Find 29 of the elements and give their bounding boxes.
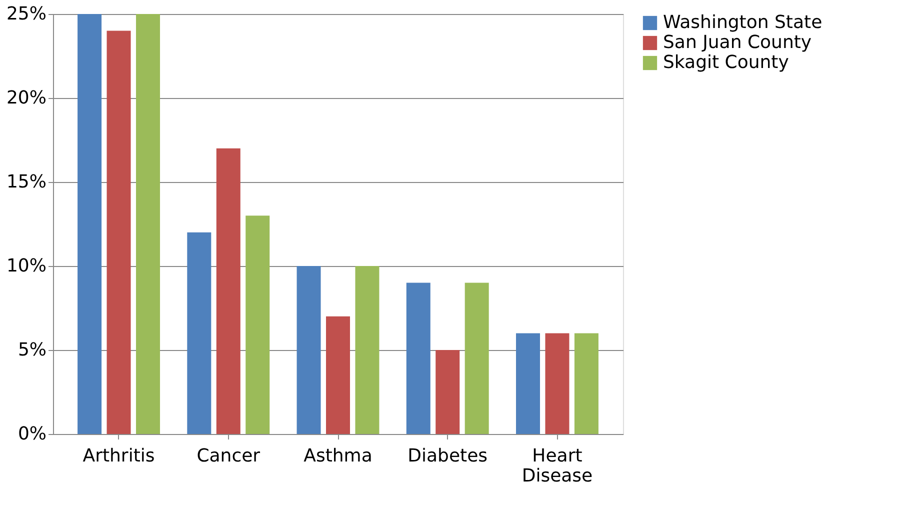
legend-label: San Juan County xyxy=(663,32,812,53)
bar xyxy=(406,282,430,434)
bar xyxy=(545,333,570,434)
x-tick-label: Asthma xyxy=(304,446,372,466)
bar xyxy=(246,216,270,434)
bar xyxy=(216,148,240,434)
x-tick-label: Arthritis xyxy=(82,446,155,466)
bar xyxy=(464,282,489,434)
x-tick-label: Heart Disease xyxy=(522,446,593,486)
legend-label: Washington State xyxy=(663,12,822,33)
y-tick-label: 10% xyxy=(6,256,46,276)
bar xyxy=(326,316,350,434)
y-tick-label: 25% xyxy=(6,4,46,24)
bar xyxy=(355,266,380,434)
bar xyxy=(136,14,160,434)
bar xyxy=(436,350,460,434)
bar xyxy=(78,14,102,434)
bar xyxy=(296,266,321,434)
legend-label: Skagit County xyxy=(663,52,790,73)
y-tick-label: 15% xyxy=(6,172,46,192)
y-tick-label: 20% xyxy=(6,88,46,108)
y-tick-label: 5% xyxy=(18,340,46,360)
x-tick-label: Diabetes xyxy=(408,446,488,466)
bar xyxy=(516,333,540,434)
bar xyxy=(187,232,212,434)
bar xyxy=(106,30,131,434)
bar xyxy=(574,333,598,434)
x-tick-label: Cancer xyxy=(196,446,261,466)
y-tick-label: 0% xyxy=(18,424,46,444)
